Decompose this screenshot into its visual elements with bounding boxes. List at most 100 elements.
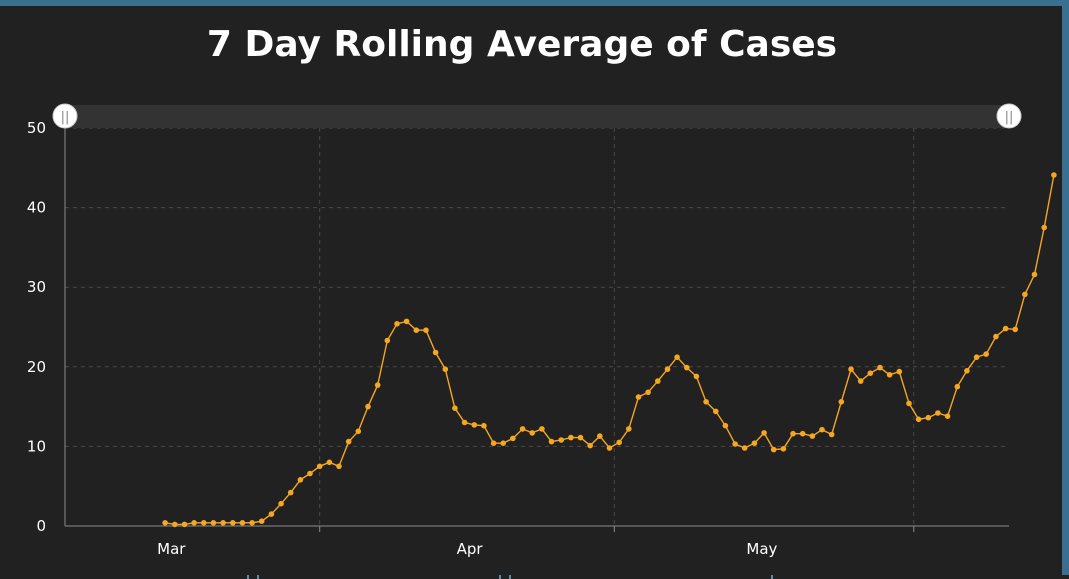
x-tick-label: Apr [457,540,484,558]
data-point [529,430,535,436]
data-point [268,511,275,517]
panel-separator [771,575,773,579]
data-point [452,405,458,412]
data-point [973,354,980,361]
data-point [258,518,265,524]
data-point [635,394,642,400]
data-point [307,470,313,477]
chart-panel [0,6,1062,575]
data-point [191,520,197,526]
data-point [741,445,748,451]
data-point [365,403,371,410]
panel-separator [247,575,249,579]
data-point [626,426,632,432]
data-point [249,520,255,526]
data-point [993,333,999,340]
x-axis-ticks: Mar Apr May [157,540,777,558]
data-point [857,378,864,384]
y-axis-ticks: 0 10 20 30 40 50 [27,119,46,535]
scrollbar-track[interactable] [65,105,1009,128]
data-point [297,477,304,483]
data-point [983,351,989,357]
data-point [809,433,816,439]
data-point [925,414,932,421]
scrollbar-start-handle[interactable]: || [52,103,78,129]
data-point [384,337,391,344]
data-point [944,413,951,420]
scrollbar-end-handle[interactable]: || [996,103,1022,129]
panel-bottom-edge [0,575,1069,579]
data-point [799,430,806,437]
y-tick-label: 0 [36,517,46,535]
y-tick-label: 50 [27,119,46,137]
start-handle-circle[interactable] [52,103,78,129]
data-point [442,366,449,373]
data-point [1012,326,1018,333]
data-point [867,370,874,377]
x-tick-label: Mar [157,540,186,558]
data-point [597,433,603,439]
y-tick-label: 30 [27,278,46,296]
data-point [230,520,236,526]
data-point [906,400,912,407]
data-point [761,430,767,436]
data-point [558,437,564,443]
data-point [664,366,671,373]
data-point [490,440,497,447]
grid-lines [65,127,1009,526]
data-point [790,430,796,437]
data-point [287,489,294,496]
data-point [770,446,777,453]
data-point [510,435,516,442]
x-tick-label: May [746,540,777,558]
data-point [964,368,970,374]
series-line [164,174,1055,526]
data-point [1051,172,1057,178]
data-point [819,426,825,433]
data-point [162,520,168,526]
axes [64,128,1009,532]
data-point [201,520,207,526]
data-point [655,378,661,384]
data-point [481,422,487,429]
data-point [471,422,478,428]
data-point [587,442,593,449]
data-point [684,364,690,371]
data-point [172,521,178,528]
data-point [316,463,323,470]
chart-title: 7 Day Rolling Average of Cases [207,24,837,65]
data-point [828,431,835,438]
data-point [326,459,333,466]
data-point [751,440,758,447]
data-point [722,422,729,429]
data-point [220,520,226,526]
data-point [413,327,420,334]
data-point [239,520,246,526]
data-point [539,426,545,432]
series-rolling-average [162,172,1057,528]
data-point [674,354,680,361]
data-point [423,327,429,334]
data-point [1031,271,1038,278]
data-point [645,389,651,396]
data-point [616,439,622,446]
data-point [374,382,381,388]
data-point [568,434,574,441]
data-point [432,349,439,356]
data-point [935,410,941,416]
grip-lines-icon: || [61,110,70,125]
end-handle-circle[interactable] [996,103,1022,129]
data-point [1022,291,1028,298]
data-point [394,321,400,327]
data-point [278,500,284,507]
data-point [915,416,922,423]
data-point [703,399,709,405]
data-point [606,445,613,451]
data-point [838,399,845,405]
data-point [355,428,362,435]
panel-separator [257,575,259,579]
range-scrollbar[interactable]: || || [52,103,1022,129]
data-point [780,446,787,452]
data-point [713,408,719,415]
